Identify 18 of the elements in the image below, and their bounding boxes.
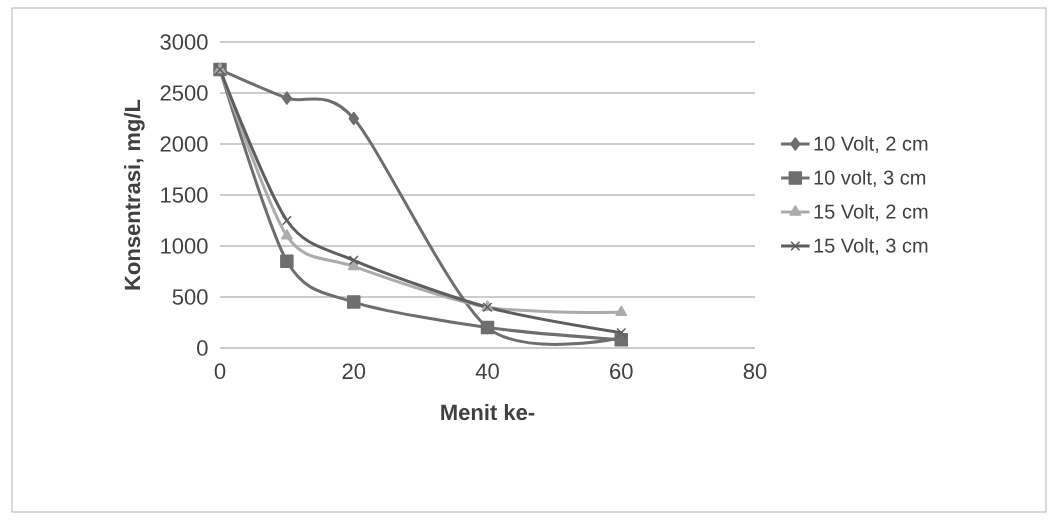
y-tick-label: 1000	[161, 238, 208, 254]
y-tick-label: 500	[172, 289, 208, 305]
y-tick-label: 2000	[160, 136, 208, 152]
y-axis-title: Konsentrasi, mg/L	[124, 99, 145, 290]
x-tick-label: 40	[475, 363, 499, 380]
y-tick-label: 2500	[160, 85, 208, 101]
y-tick-label: 3000	[160, 34, 208, 50]
y-tick-label: 1500	[161, 187, 208, 203]
y-tick-label: 0	[197, 340, 208, 356]
x-tick-label: 0	[214, 363, 226, 380]
legend-label: 10 volt, 3 cm	[814, 170, 926, 188]
x-axis-title: Menit ke-	[441, 403, 535, 421]
x-tick-label: 60	[610, 363, 633, 380]
x-tick-label: 80	[743, 363, 767, 380]
legend-label: 10 Volt, 2 cm	[814, 136, 928, 154]
legend-label: 15 Volt, 3 cm	[814, 237, 928, 256]
x-tick-label: 20	[342, 363, 366, 380]
legend-label: 15 Volt, 2 cm	[814, 204, 928, 222]
